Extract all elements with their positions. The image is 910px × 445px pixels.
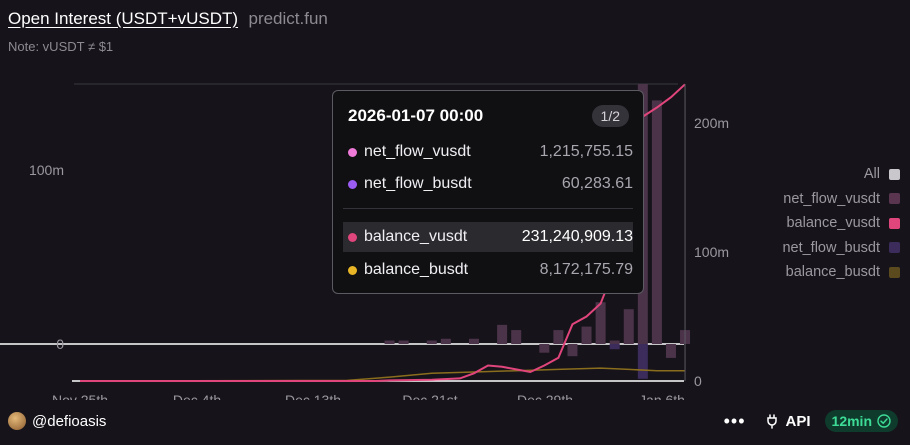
tooltip-series-name: net_flow_vusdt <box>364 143 471 160</box>
bar-net-flow-busdt[interactable] <box>609 344 620 350</box>
plug-icon <box>766 414 777 429</box>
legend-net-flow-vusdt[interactable]: net_flow_vusdt <box>680 187 900 212</box>
bar-net-flow-vusdt[interactable] <box>539 344 550 353</box>
legend-label: net_flow_busdt <box>782 239 880 256</box>
series-dot-icon <box>348 265 357 275</box>
chart-note: Note: vUSDT ≠ $1 <box>8 39 114 54</box>
api-label: API <box>785 412 811 430</box>
legend-swatch <box>889 193 900 205</box>
series-dot-icon <box>348 232 357 242</box>
legend-swatch <box>889 266 900 278</box>
legend-label: balance_vusdt <box>786 215 880 232</box>
legend-all[interactable]: All <box>680 162 900 187</box>
refresh-age-text: 12min <box>831 413 872 429</box>
refresh-age-badge[interactable]: 12min <box>824 410 898 432</box>
bar-net-flow-vusdt[interactable] <box>609 340 620 344</box>
tooltip-row-highlighted: balance_vusdt 231,240,909.13 <box>343 222 633 252</box>
bar-net-flow-vusdt[interactable] <box>595 302 606 344</box>
bar-net-flow-vusdt[interactable] <box>398 340 409 344</box>
bar-net-flow-vusdt[interactable] <box>651 100 662 345</box>
bar-net-flow-vusdt[interactable] <box>623 309 634 344</box>
tooltip-row: balance_busdt 8,172,175.79 <box>343 255 633 285</box>
x-axis-tick-label: Jan 6th <box>639 392 685 400</box>
verified-check-icon <box>877 414 891 428</box>
tooltip-series-value: 1,215,755.15 <box>539 143 633 160</box>
legend-swatch <box>889 242 900 254</box>
x-axis-tick-label: Nov 25th <box>52 392 108 400</box>
right-axis-tick-label: 100m <box>694 244 729 260</box>
bar-net-flow-vusdt[interactable] <box>567 344 578 357</box>
left-axis-tick-label: 0 <box>56 336 64 352</box>
bar-net-flow-vusdt[interactable] <box>426 340 437 344</box>
chart-header: Open Interest (USDT+vUSDT) predict.fun <box>8 9 328 29</box>
tooltip-row: net_flow_vusdt 1,215,755.15 <box>343 137 633 167</box>
x-axis-tick-label: Dec 21st <box>402 392 457 400</box>
left-axis-tick-label: 100m <box>29 162 64 178</box>
series-dot-icon <box>348 179 357 189</box>
legend: All net_flow_vusdt balance_vusdt net_flo… <box>680 162 900 285</box>
api-button[interactable]: API <box>764 413 811 430</box>
legend-balance-busdt[interactable]: balance_busdt <box>680 260 900 285</box>
right-axis-tick-label: 200m <box>694 115 729 131</box>
balance-busdt-line <box>79 367 685 382</box>
tooltip-divider <box>343 208 633 209</box>
x-axis-tick-label: Dec 13th <box>285 392 341 400</box>
tooltip-series-name: balance_vusdt <box>364 228 468 245</box>
avatar <box>8 412 26 430</box>
bar-net-flow-busdt[interactable] <box>637 344 648 379</box>
bar-net-flow-vusdt[interactable] <box>497 324 508 344</box>
tooltip-series-name: balance_busdt <box>364 261 469 278</box>
tooltip-row: net_flow_busdt 60,283.61 <box>343 169 633 199</box>
more-options-icon[interactable]: ••• <box>723 410 746 431</box>
bar-net-flow-vusdt[interactable] <box>511 330 522 344</box>
legend-label: balance_busdt <box>785 264 880 281</box>
x-axis-tick-label: Dec 29th <box>517 392 573 400</box>
tooltip-date: 2026-01-07 00:00 <box>348 106 484 125</box>
bar-net-flow-vusdt[interactable] <box>581 326 592 344</box>
footer-actions: ••• API 12min <box>724 410 898 432</box>
series-dot-icon <box>348 147 357 157</box>
x-axis-tick-label: Dec 4th <box>173 392 221 400</box>
legend-label: All <box>863 166 880 183</box>
chart-source: predict.fun <box>248 9 328 28</box>
legend-swatch <box>889 217 900 229</box>
tooltip-series-value: 8,172,175.79 <box>539 261 633 278</box>
tooltip-page-indicator[interactable]: 1/2 <box>591 105 629 127</box>
bar-net-flow-vusdt[interactable] <box>468 338 479 344</box>
tooltip-series-name: net_flow_busdt <box>364 175 472 192</box>
bar-net-flow-vusdt[interactable] <box>440 338 451 344</box>
chart-title-link[interactable]: Open Interest (USDT+vUSDT) <box>8 9 239 28</box>
chart-tooltip: 2026-01-07 00:00 1/2 net_flow_vusdt 1,21… <box>332 90 644 294</box>
legend-net-flow-busdt[interactable]: net_flow_busdt <box>680 236 900 261</box>
bar-net-flow-vusdt[interactable] <box>665 344 676 358</box>
bar-net-flow-vusdt[interactable] <box>553 330 564 344</box>
author-handle: @defioasis <box>32 412 107 430</box>
legend-swatch <box>889 168 900 180</box>
tooltip-series-value: 231,240,909.13 <box>521 228 633 245</box>
legend-balance-vusdt[interactable]: balance_vusdt <box>680 211 900 236</box>
right-axis-tick-label: 0 <box>694 373 702 389</box>
legend-label: net_flow_vusdt <box>783 190 880 207</box>
tooltip-series-value: 60,283.61 <box>561 175 633 192</box>
bar-net-flow-vusdt[interactable] <box>384 340 395 344</box>
author[interactable]: @defioasis <box>8 412 106 430</box>
